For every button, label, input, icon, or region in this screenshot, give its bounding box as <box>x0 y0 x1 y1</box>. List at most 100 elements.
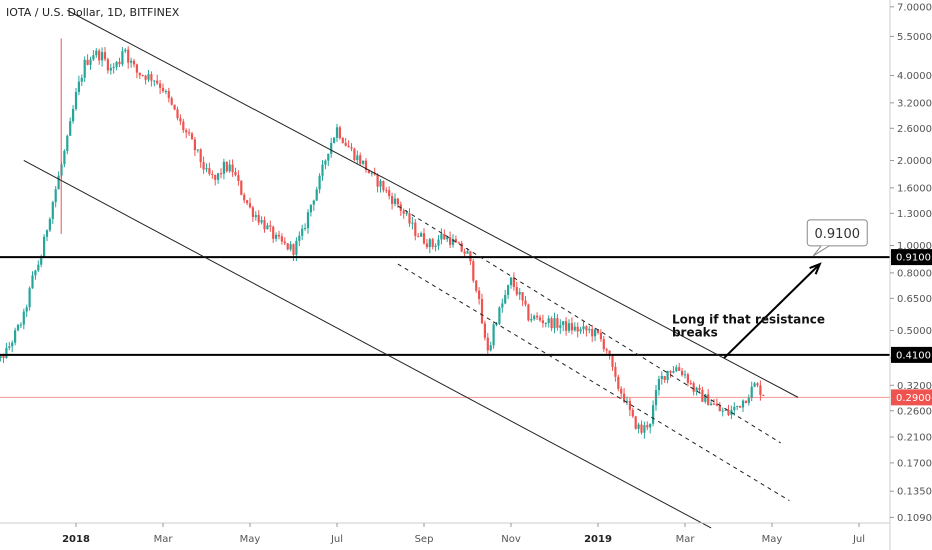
candle-body <box>309 204 312 213</box>
candle-body <box>48 218 51 231</box>
price-callout-box[interactable] <box>806 219 868 247</box>
y-tick-label: 1.6000 <box>897 183 932 194</box>
candle-body <box>643 425 646 433</box>
candle-body <box>739 405 742 408</box>
candle-body <box>301 228 304 236</box>
candle-body <box>507 285 510 295</box>
candle-body <box>669 370 672 373</box>
candle-body <box>153 80 156 82</box>
candle-body <box>161 87 165 92</box>
candle-body <box>585 326 588 331</box>
candle-body <box>130 60 133 63</box>
candle-body <box>275 234 278 239</box>
candle-body <box>541 320 544 324</box>
candle-body <box>341 138 344 143</box>
x-tick-label: May <box>240 534 261 545</box>
candle-body <box>466 251 469 254</box>
candle-body <box>196 149 199 151</box>
candle-body <box>304 228 307 230</box>
candle-body <box>327 153 330 161</box>
candle-body <box>0 355 2 358</box>
candle-body <box>565 321 568 331</box>
current-price-label-box <box>891 389 932 406</box>
candle-body <box>402 210 405 214</box>
candle-body <box>118 61 121 65</box>
candle-body <box>489 345 492 351</box>
candle-body <box>721 410 724 412</box>
candle-body <box>269 225 272 227</box>
candle-body <box>231 164 234 173</box>
price-axis[interactable]: 7.0000 5.5000 4.0000 3.2000 2.6000 2.0000 1.60… <box>890 2 932 524</box>
candle-body <box>591 329 594 337</box>
candle-body <box>425 243 428 248</box>
candle-body <box>228 164 231 172</box>
x-tick-label: Mar <box>676 534 696 545</box>
candle-body <box>283 241 286 244</box>
candle-body <box>686 374 689 383</box>
candle-body <box>472 261 475 281</box>
candle-body <box>457 242 460 244</box>
candle-body <box>556 318 559 328</box>
time-axis[interactable]: 2018MarMayJulSepNov2019MarMayJulSep <box>62 523 932 545</box>
candle-body <box>594 329 597 337</box>
candle-body <box>527 304 530 321</box>
dashed-channel-line[interactable] <box>397 205 781 444</box>
y-tick-label: 1.0000 <box>897 241 932 252</box>
candle-body <box>356 155 359 161</box>
candle-body <box>625 400 629 402</box>
candle-body <box>689 382 692 384</box>
candle-body <box>414 222 417 236</box>
candle-body <box>678 367 681 371</box>
channel-line[interactable] <box>67 9 799 398</box>
y-tick-label: 0.1350 <box>897 487 932 498</box>
candle-body <box>251 207 254 218</box>
candle-body <box>193 139 196 151</box>
candle-body <box>715 403 718 406</box>
candle-body <box>588 329 591 331</box>
candle-body <box>344 142 347 146</box>
level-labels-layer: 0.9100 0.4100 0.2900 <box>891 249 932 406</box>
candle-body <box>103 52 107 60</box>
candle-body <box>753 383 756 387</box>
candle-body <box>173 104 176 110</box>
candle-body <box>649 423 652 428</box>
candle-body <box>443 233 446 240</box>
candle-body <box>51 202 54 219</box>
candle-body <box>95 50 98 56</box>
candle-body <box>431 239 434 247</box>
candle-body <box>43 236 46 258</box>
candle-body <box>92 55 95 60</box>
candle-body <box>559 325 562 328</box>
candle-body <box>602 339 605 350</box>
candle-body <box>701 389 704 402</box>
candle-body <box>248 203 252 208</box>
candle-body <box>338 127 341 139</box>
candle-body <box>657 379 660 391</box>
arrow-line[interactable] <box>723 263 821 359</box>
candle-body <box>63 150 66 165</box>
candle-body <box>385 190 388 192</box>
candle-body <box>509 277 513 286</box>
candle-body <box>733 406 736 411</box>
candle-body <box>315 189 318 201</box>
y-tick-label: 2.0000 <box>897 156 932 167</box>
candle-body <box>330 142 333 154</box>
candle-body <box>608 350 611 356</box>
candle-body <box>11 342 14 347</box>
candle-body <box>66 135 69 151</box>
candle-body <box>121 51 124 65</box>
candle-body <box>246 200 249 204</box>
candle-body <box>16 324 20 331</box>
candle-body <box>280 236 283 242</box>
candle-body <box>34 270 37 276</box>
channel-line[interactable] <box>23 160 712 529</box>
candle-body <box>727 409 730 415</box>
candle-body <box>182 121 185 131</box>
candle-body <box>530 319 533 321</box>
candle-body <box>675 367 678 372</box>
candle-body <box>350 147 353 149</box>
x-tick-label: Jul <box>330 534 343 545</box>
candle-body <box>376 174 379 187</box>
annotation-text: Long if that resistance <box>672 312 825 326</box>
